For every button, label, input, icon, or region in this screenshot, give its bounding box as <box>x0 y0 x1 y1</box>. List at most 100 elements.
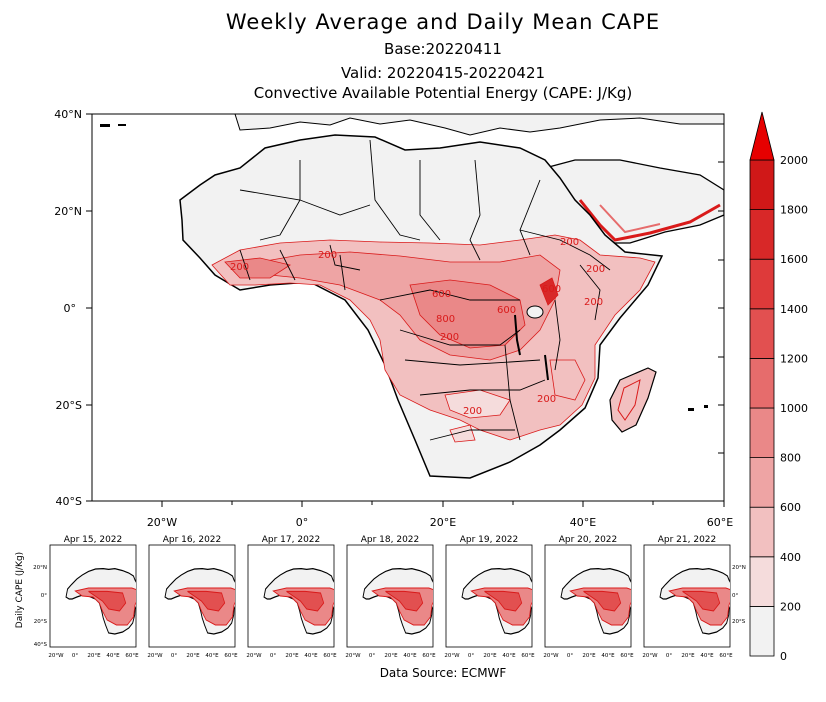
daily-ylabel: Daily CAPE (J/Kg) <box>15 552 25 628</box>
daily-lon-label: 20°W <box>444 653 460 659</box>
colorbar-swatch <box>749 209 775 260</box>
colorbar-swatch <box>749 556 775 607</box>
lat-label: 40°N <box>54 108 82 121</box>
daily-lon-label: 20°E <box>186 653 200 659</box>
colorbar-swatch <box>749 407 775 458</box>
colorbar: 0 200 400 600 800 1000 1200 1400 1600 1800 2000 <box>749 111 808 663</box>
daily-lon-label: 20°W <box>345 653 361 659</box>
lon-label: 0° <box>296 516 309 529</box>
daily-lon-label: 20°E <box>285 653 299 659</box>
daily-lat-label: 40°S <box>34 642 48 648</box>
daily-lon-label: 40°E <box>106 653 120 659</box>
lat-label: 20°N <box>54 205 82 218</box>
contour-label: 200 <box>318 250 337 261</box>
main-map: 200 200 600 800 600 200 200 200 600 200 … <box>54 108 733 529</box>
map-ticks <box>86 113 725 507</box>
contour-label: 200 <box>537 394 556 405</box>
valid-range: Valid: 20220415-20220421 <box>340 64 546 82</box>
daily-panel: Apr 19, 2022 20°W 0° 20°E 40°E 60°E <box>444 535 535 659</box>
daily-lon-label: 0° <box>468 653 474 659</box>
lon-label: 60°E <box>707 516 733 529</box>
daily-lon-label: 40°E <box>700 653 714 659</box>
lon-label: 20°E <box>430 516 456 529</box>
contour-label: 600 <box>542 284 561 295</box>
daily-lon-label: 0° <box>72 653 78 659</box>
daily-lon-label: 0° <box>270 653 276 659</box>
contour-label: 600 <box>497 305 516 316</box>
colorbar-label: 1000 <box>780 402 808 415</box>
data-source: Data Source: ECMWF <box>379 666 507 680</box>
daily-panel: Apr 20, 2022 20°W 0° 20°E 40°E 60°E <box>543 535 634 659</box>
daily-lon-label: 0° <box>369 653 375 659</box>
colorbar-swatch <box>749 457 775 508</box>
contour-label: 200 <box>560 237 579 248</box>
daily-lon-label: 40°E <box>205 653 219 659</box>
colorbar-swatch <box>749 159 775 210</box>
daily-lon-label: 20°E <box>87 653 101 659</box>
colorbar-swatch <box>749 357 775 409</box>
daily-lat-label: 20°S <box>34 619 48 625</box>
daily-lon-label: 40°E <box>304 653 318 659</box>
contour-label: 800 <box>436 314 455 325</box>
daily-lon-label: 60°E <box>323 653 337 659</box>
daily-panel-date: Apr 20, 2022 <box>559 535 618 545</box>
daily-lon-label: 40°E <box>601 653 615 659</box>
daily-panel: Apr 16, 2022 20°W 0° 20°E 40°E 60°E <box>147 535 238 659</box>
daily-panel: Apr 21, 2022 20°W 0° 20°E 40°E 60°E <box>642 535 733 659</box>
colorbar-swatch <box>749 606 775 657</box>
daily-panel: Apr 15, 2022 20°W 0° 20°E 40°E 60°E <box>48 535 139 659</box>
daily-lat-label: 20°S <box>732 619 746 625</box>
daily-lon-label: 20°W <box>642 653 658 659</box>
daily-lon-label: 60°E <box>125 653 139 659</box>
lon-label: 20°W <box>147 516 177 529</box>
daily-lat-label: 0° <box>41 593 47 599</box>
daily-panel: Apr 18, 2022 20°W 0° 20°E 40°E 60°E <box>345 535 436 659</box>
daily-lon-label: 20°W <box>48 653 64 659</box>
daily-panel-date: Apr 18, 2022 <box>361 535 420 545</box>
colorbar-swatch <box>749 258 775 310</box>
daily-lon-label: 20°E <box>681 653 695 659</box>
daily-lon-label: 0° <box>666 653 672 659</box>
daily-panel-date: Apr 17, 2022 <box>262 535 321 545</box>
contour-label: 200 <box>230 262 249 273</box>
colorbar-swatch <box>749 506 775 558</box>
colorbar-label: 800 <box>780 452 801 465</box>
daily-lon-label: 60°E <box>521 653 535 659</box>
contour-label: 200 <box>463 406 482 417</box>
daily-lon-label: 0° <box>171 653 177 659</box>
base-date: Base:20220411 <box>384 40 502 58</box>
colorbar-label: 1200 <box>780 352 808 365</box>
contour-label: 200 <box>440 332 459 343</box>
contour-label: 200 <box>586 264 605 275</box>
colorbar-label: 400 <box>780 551 801 564</box>
daily-panel-date: Apr 19, 2022 <box>460 535 519 545</box>
colorbar-label: 2000 <box>780 154 808 167</box>
daily-lon-label: 40°E <box>502 653 516 659</box>
daily-panel: Apr 17, 2022 20°W 0° 20°E 40°E 60°E <box>246 535 337 659</box>
lat-label: 40°S <box>56 495 82 508</box>
daily-lon-label: 60°E <box>719 653 733 659</box>
daily-lon-label: 20°W <box>246 653 262 659</box>
contour-label: 600 <box>432 289 451 300</box>
daily-lon-label: 20°E <box>582 653 596 659</box>
colorbar-label: 1400 <box>780 303 808 316</box>
lat-label: 0° <box>64 302 77 315</box>
daily-lon-label: 60°E <box>224 653 238 659</box>
daily-lat-label: 20°N <box>33 565 47 571</box>
lat-label: 20°S <box>56 399 82 412</box>
colorbar-label: 0 <box>780 650 787 663</box>
contour-label: 200 <box>584 297 603 308</box>
lon-label: 40°E <box>570 516 596 529</box>
daily-lat-label: 0° <box>732 593 738 599</box>
colorbar-label: 600 <box>780 501 801 514</box>
colorbar-arrow <box>749 111 775 161</box>
colorbar-label: 200 <box>780 600 801 613</box>
daily-lon-label: 20°E <box>384 653 398 659</box>
map-title: Weekly Average and Daily Mean CAPE <box>225 10 661 34</box>
daily-lon-label: 20°E <box>483 653 497 659</box>
daily-lon-label: 20°W <box>147 653 163 659</box>
colorbar-swatch <box>749 308 775 359</box>
daily-lon-label: 60°E <box>422 653 436 659</box>
daily-panel-date: Apr 21, 2022 <box>658 535 717 545</box>
